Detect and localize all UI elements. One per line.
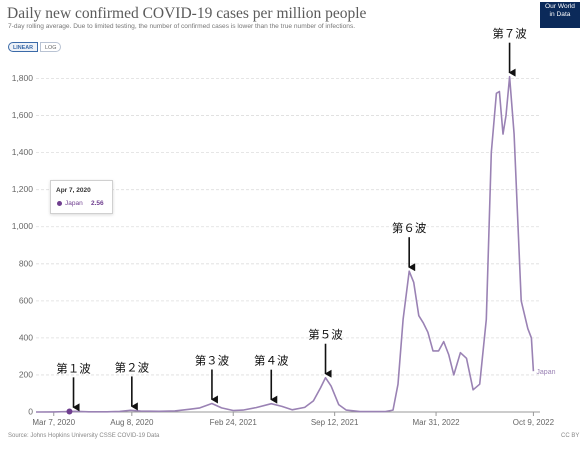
y-tick-label: 1,600 bbox=[12, 110, 34, 120]
chart-title: Daily new confirmed COVID-19 cases per m… bbox=[7, 5, 367, 22]
y-tick-label: 1,200 bbox=[12, 184, 34, 194]
owid-logo-line1: Our World bbox=[545, 3, 575, 10]
x-tick-label: Aug 8, 2020 bbox=[110, 418, 154, 427]
tooltip-date: Apr 7, 2020 bbox=[56, 187, 91, 194]
wave-label: 第７波 bbox=[492, 27, 527, 41]
x-tick-label: Feb 24, 2021 bbox=[210, 418, 258, 427]
linear-scale-button[interactable]: LINEAR bbox=[8, 42, 39, 52]
y-tick-label: 800 bbox=[19, 258, 33, 268]
x-tick-label: Mar 7, 2020 bbox=[32, 418, 75, 427]
wave-label: 第３波 bbox=[195, 353, 230, 367]
series-end-label: Japan bbox=[536, 369, 555, 376]
tooltip-series-dot bbox=[57, 201, 62, 206]
wave-label: 第２波 bbox=[115, 360, 150, 374]
wave-label: 第４波 bbox=[254, 354, 289, 368]
y-tick-label: 1,000 bbox=[12, 221, 34, 231]
x-tick-label: Oct 9, 2022 bbox=[513, 418, 555, 427]
license-link[interactable]: CC BY bbox=[561, 433, 580, 439]
owid-logo[interactable]: Our World in Data bbox=[540, 2, 580, 28]
y-tick-label: 600 bbox=[19, 295, 33, 305]
y-tick-label: 1,400 bbox=[12, 147, 34, 157]
tooltip-series-name: Japan bbox=[65, 200, 83, 207]
hover-tooltip: Apr 7, 2020 Japan 2.56 bbox=[50, 180, 113, 214]
y-tick-label: 1,800 bbox=[12, 73, 34, 83]
hover-point bbox=[66, 408, 73, 415]
wave-label: 第５波 bbox=[308, 328, 343, 342]
y-tick-label: 0 bbox=[28, 407, 33, 417]
wave-label: 第６波 bbox=[392, 221, 427, 235]
x-tick-label: Sep 12, 2021 bbox=[311, 418, 359, 427]
owid-logo-line2: in Data bbox=[549, 11, 571, 18]
series-line-japan bbox=[35, 75, 535, 413]
tooltip-value: 2.56 bbox=[91, 200, 104, 207]
y-tick-label: 400 bbox=[19, 332, 33, 342]
y-tick-label: 200 bbox=[19, 369, 33, 379]
chart-subtitle: 7-day rolling average. Due to limited te… bbox=[8, 23, 356, 30]
source-note: Source: Johns Hopkins University CSSE CO… bbox=[8, 433, 160, 439]
wave-label: 第１波 bbox=[56, 361, 91, 375]
x-tick-label: Mar 31, 2022 bbox=[412, 418, 460, 427]
log-scale-button[interactable]: LOG bbox=[40, 42, 62, 52]
